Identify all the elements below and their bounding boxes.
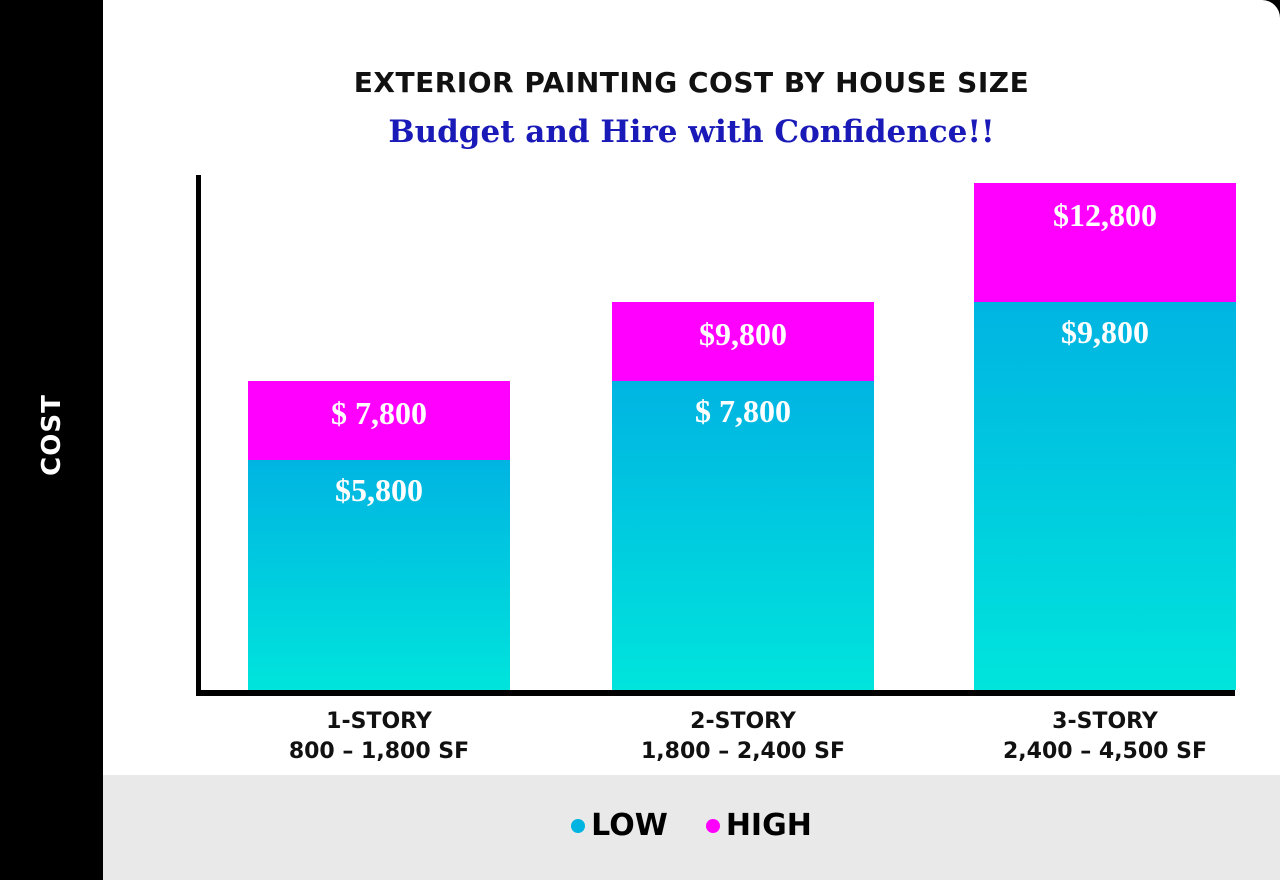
chart-subtitle: Budget and Hire with Confidence!! xyxy=(388,114,995,150)
bar-high-1: $ 7,800 xyxy=(248,381,510,461)
bar-high-label: $ 7,800 xyxy=(331,395,427,431)
legend: LOW HIGH xyxy=(103,808,1280,843)
legend-item-low: LOW xyxy=(571,808,668,843)
legend-item-high: HIGH xyxy=(705,808,812,843)
chart-title: EXTERIOR PAINTING COST BY HOUSE SIZE xyxy=(353,66,1030,99)
bar-low-1: $5,800 xyxy=(248,460,510,690)
bar-low-label: $5,800 xyxy=(335,472,423,509)
left-band xyxy=(0,0,103,880)
x-tick-label-line1: 3-STORY xyxy=(1052,709,1158,734)
bar-high-label: $9,800 xyxy=(699,315,787,352)
x-tick-label-line2: 800 – 1,800 SF xyxy=(288,739,470,764)
y-axis-line xyxy=(196,175,201,696)
x-tick-label: 2-STORY 1,800 – 2,400 SF xyxy=(593,707,893,767)
bar-low-label: $9,800 xyxy=(1061,313,1149,350)
legend-label-low: LOW xyxy=(591,808,668,843)
bar-high-2: $9,800 xyxy=(612,301,874,381)
legend-label-high: HIGH xyxy=(725,808,812,843)
x-tick-label-line2: 2,400 – 4,500 SF xyxy=(1002,739,1208,764)
bar-low-2: $ 7,800 xyxy=(612,381,874,690)
x-tick-label-line2: 1,800 – 2,400 SF xyxy=(640,739,846,764)
x-tick-label: 3-STORY 2,400 – 4,500 SF xyxy=(955,707,1255,767)
x-tick-label-line1: 1-STORY xyxy=(326,709,432,734)
legend-dot-low xyxy=(571,818,586,833)
bar-low-3: $9,800 xyxy=(974,301,1236,690)
legend-band xyxy=(103,775,1280,880)
bar-low-label: $ 7,800 xyxy=(695,393,791,429)
x-axis-line xyxy=(196,690,1235,696)
bar-high-3: $12,800 xyxy=(974,182,1236,302)
x-tick-label-line1: 2-STORY xyxy=(690,709,796,734)
bar-high-label: $12,800 xyxy=(1053,196,1157,233)
legend-dot-high xyxy=(705,818,720,833)
x-tick-label: 1-STORY 800 – 1,800 SF xyxy=(229,707,529,767)
